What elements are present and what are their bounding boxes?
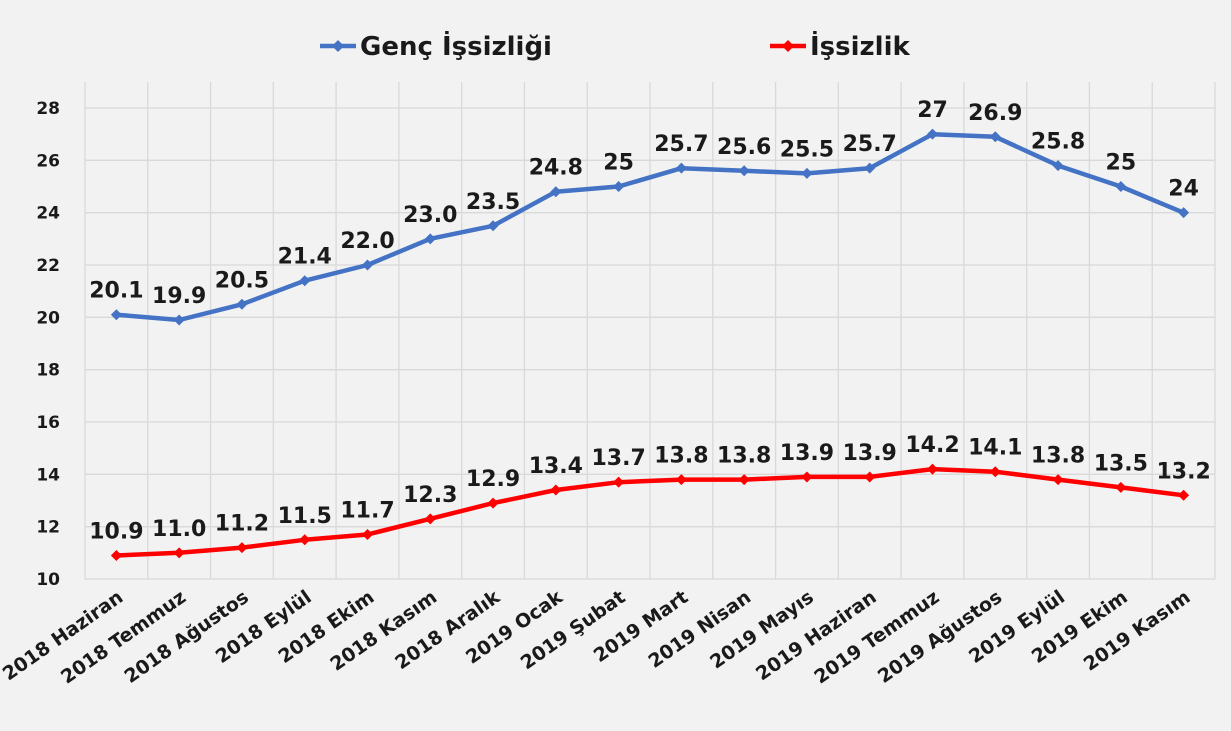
data-point-marker	[110, 309, 122, 321]
data-point-marker	[173, 314, 185, 326]
data-label: 12.3	[403, 483, 457, 508]
legend: Genç İşsizliği İşsizlik	[320, 30, 910, 62]
data-point-marker	[864, 162, 876, 174]
data-point-marker	[1178, 207, 1190, 219]
data-point-marker	[173, 547, 185, 559]
x-tick-label: 2018 Kasım	[326, 586, 441, 676]
data-label: 25	[603, 151, 634, 176]
data-label: 19.9	[152, 284, 206, 309]
data-point-marker	[1115, 181, 1127, 192]
data-label: 13.7	[591, 446, 645, 471]
data-point-marker	[299, 275, 311, 287]
legend-swatch-marker	[332, 40, 344, 52]
data-point-marker	[236, 298, 248, 310]
series-lines	[110, 128, 1190, 561]
data-label: 22.0	[340, 229, 394, 254]
data-point-marker	[550, 484, 562, 496]
data-label: 27	[917, 98, 948, 123]
data-label: 25	[1106, 151, 1137, 176]
data-point-marker	[487, 220, 499, 232]
y-tick-label: 12	[36, 518, 60, 538]
data-label: 23.5	[466, 190, 520, 215]
data-label: 21.4	[278, 245, 332, 270]
data-point-marker	[675, 162, 687, 174]
y-tick-label: 24	[36, 204, 60, 224]
data-label: 11.5	[278, 504, 332, 529]
data-label: 13.8	[654, 444, 708, 469]
data-point-marker	[1052, 474, 1064, 486]
data-point-marker	[927, 463, 938, 475]
data-label: 25.7	[843, 132, 897, 157]
data-point-marker	[801, 471, 813, 483]
data-label: 23.0	[403, 203, 457, 228]
series-line-1	[114, 466, 1186, 558]
data-point-marker	[1052, 160, 1064, 172]
legend-swatch-marker	[782, 40, 794, 52]
data-label: 10.9	[89, 519, 143, 544]
y-tick-label: 28	[36, 99, 60, 119]
data-point-marker	[1115, 481, 1127, 493]
data-label: 25.8	[1031, 130, 1085, 155]
data-point-marker	[362, 529, 373, 541]
data-label: 25.7	[654, 132, 708, 157]
data-point-marker	[299, 534, 311, 546]
data-point-marker	[424, 233, 436, 245]
data-label: 25.5	[780, 137, 834, 162]
data-point-marker	[738, 474, 750, 486]
data-point-marker	[424, 513, 436, 525]
data-point-marker	[613, 181, 625, 192]
data-label: 13.9	[780, 441, 834, 466]
data-label: 13.8	[717, 444, 771, 469]
data-point-marker	[738, 165, 750, 177]
data-point-marker	[864, 471, 876, 483]
data-point-marker	[613, 476, 625, 488]
data-label: 13.5	[1094, 451, 1148, 476]
data-point-marker	[675, 474, 687, 486]
data-label: 20.1	[89, 279, 143, 304]
data-label: 24.8	[529, 156, 583, 181]
data-label: 13.4	[529, 454, 583, 479]
y-tick-label: 14	[36, 465, 60, 485]
data-point-marker	[110, 549, 122, 561]
data-label: 14.2	[905, 433, 959, 458]
y-tick-label: 26	[36, 151, 60, 171]
data-point-marker	[236, 542, 248, 554]
data-label: 11.2	[215, 512, 269, 537]
gridlines	[84, 82, 1216, 580]
legend-label: Genç İşsizliği	[360, 30, 552, 62]
data-label: 24	[1168, 177, 1199, 202]
data-label: 11.0	[152, 517, 206, 542]
y-axis-ticks: 10 12 14 16 18 20 22 24 26 28	[36, 99, 60, 590]
data-point-marker	[487, 497, 499, 509]
data-point-marker	[362, 259, 373, 271]
data-labels: 20.1 19.9 20.5 21.4 22.0 23.0 23.5 24.8 25 25.7 25…	[89, 98, 1211, 544]
data-label: 13.9	[843, 441, 897, 466]
data-point-marker	[927, 128, 938, 140]
data-label: 13.8	[1031, 444, 1085, 469]
x-tick-label: 2019 Kasım	[1080, 586, 1195, 676]
y-tick-label: 16	[36, 413, 60, 433]
data-label: 25.6	[717, 135, 771, 160]
y-tick-label: 18	[36, 361, 60, 381]
data-point-marker	[550, 186, 562, 198]
data-label: 13.2	[1156, 459, 1210, 484]
data-point-marker	[989, 466, 1001, 478]
data-label: 26.9	[968, 101, 1022, 126]
data-point-marker	[1178, 489, 1190, 501]
data-point-marker	[989, 131, 1001, 143]
y-tick-label: 10	[36, 570, 60, 590]
series-line-0	[114, 131, 1186, 323]
data-label: 14.1	[968, 436, 1022, 461]
data-point-marker	[801, 167, 813, 179]
data-label: 11.7	[340, 499, 394, 524]
y-tick-label: 20	[36, 308, 60, 328]
legend-label: İşsizlik	[810, 30, 910, 62]
data-label: 20.5	[215, 268, 269, 293]
data-label: 12.9	[466, 467, 520, 492]
y-tick-label: 22	[36, 256, 60, 276]
